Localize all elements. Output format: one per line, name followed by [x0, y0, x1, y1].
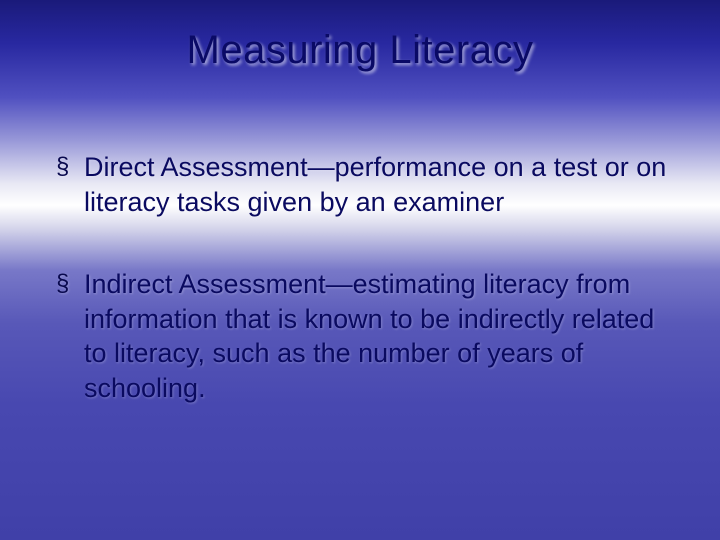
- bullet-marker-icon: §: [56, 150, 84, 184]
- bullet-item: § Indirect Assessment—estimating literac…: [56, 267, 672, 405]
- bullet-text: Direct Assessment—performance on a test …: [84, 150, 672, 219]
- slide-content: § Direct Assessment—performance on a tes…: [56, 150, 672, 453]
- slide-title: Measuring Literacy: [0, 28, 720, 73]
- slide: Measuring Literacy § Direct Assessment—p…: [0, 0, 720, 540]
- bullet-item: § Direct Assessment—performance on a tes…: [56, 150, 672, 219]
- bullet-text: Indirect Assessment—estimating literacy …: [84, 267, 672, 405]
- bullet-marker-icon: §: [56, 267, 84, 301]
